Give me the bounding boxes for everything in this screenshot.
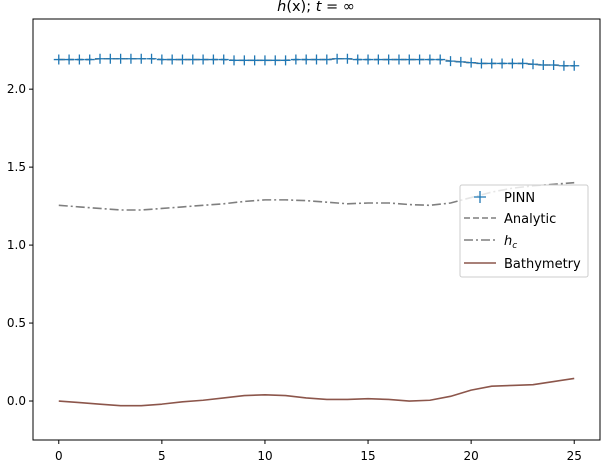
axes-layer: 0 5 10 15 20 25 0.0 0.5 1.0 1.5 2.0 (7, 18, 601, 463)
chart-title: h(x); t = ∞ (277, 0, 355, 15)
pinn-marker (414, 54, 425, 65)
pinn-marker (424, 54, 435, 65)
legend-label-hc-sub: c (512, 241, 517, 251)
pinn-marker (373, 54, 384, 65)
pinn-marker (74, 54, 85, 65)
legend-frame (459, 184, 589, 278)
pinn-marker (115, 53, 126, 64)
pinn-marker (558, 60, 569, 71)
pinn-marker (177, 54, 188, 65)
pinn-marker (497, 58, 508, 69)
x-tick-label: 5 (158, 449, 166, 463)
title-eq: = (321, 0, 342, 15)
pinn-marker (404, 54, 415, 65)
title-inf: ∞ (343, 0, 355, 15)
legend-item-hc: hc (464, 234, 517, 251)
pinn-marker (187, 54, 198, 65)
pinn-marker (538, 59, 549, 70)
pinn-marker (517, 58, 528, 69)
y-tick-label: 2.0 (7, 82, 26, 96)
title-x: (x) (286, 0, 306, 15)
pinn-marker (476, 58, 487, 69)
pinn-marker (527, 59, 538, 70)
x-tick-label: 20 (463, 449, 478, 463)
x-tick-label: 15 (360, 449, 375, 463)
pinn-marker (136, 53, 147, 64)
pinn-marker (301, 54, 312, 65)
pinn-marker (435, 54, 446, 65)
pinn-marker (105, 53, 116, 64)
legend-label-bathymetry: Bathymetry (504, 257, 581, 272)
pinn-marker (239, 55, 250, 66)
pinn-marker (332, 53, 343, 64)
pinn-marker (445, 56, 456, 67)
pinn-marker (352, 54, 363, 65)
title-t: t (316, 0, 323, 15)
pinn-marker (363, 54, 374, 65)
legend-item-bathymetry: Bathymetry (464, 257, 581, 272)
legend-label-hc: hc (504, 234, 517, 251)
pinn-marker (84, 54, 95, 65)
pinn-marker (198, 54, 209, 65)
pinn-marker (229, 55, 240, 66)
legend-label-pinn: PINN (504, 191, 535, 206)
title-sep: ; (306, 0, 316, 15)
y-tick-label: 0.0 (7, 394, 26, 408)
pinn-marker (548, 59, 559, 70)
x-tick-label: 25 (567, 449, 582, 463)
pinn-marker (259, 55, 270, 66)
legend-marker-pinn (474, 191, 486, 203)
legend: PINN Analytic hc Bathymetry (459, 184, 589, 278)
pinn-marker (167, 54, 178, 65)
pinn-marker (125, 53, 136, 64)
pinn-marker (455, 56, 466, 67)
legend-label-analytic: Analytic (504, 212, 556, 227)
x-tick-label: 10 (257, 449, 272, 463)
pinn-marker (249, 55, 260, 66)
x-tick-label: 0 (55, 449, 63, 463)
pinn-marker (342, 53, 353, 64)
pinn-marker (64, 54, 75, 65)
y-tick-label: 1.5 (7, 160, 26, 174)
pinn-marker (208, 54, 219, 65)
legend-item-analytic: Analytic (464, 212, 556, 227)
pinn-marker (53, 54, 64, 65)
pinn-marker (218, 54, 229, 65)
pinn-marker (270, 55, 281, 66)
y-tick-label: 0.5 (7, 316, 26, 330)
pinn-marker (290, 54, 301, 65)
pinn-marker (466, 57, 477, 68)
pinn-marker (311, 54, 322, 65)
pinn-marker (393, 54, 404, 65)
axes-frame (32, 18, 601, 441)
title-h: h (277, 0, 286, 15)
bathymetry-line (58, 377, 575, 407)
pinn-marker (146, 53, 157, 64)
pinn-marker (383, 54, 394, 65)
y-tick-label: 1.0 (7, 238, 26, 252)
pinn-marker (507, 58, 518, 69)
legend-item-pinn: PINN (474, 191, 535, 206)
pinn-marker (280, 55, 291, 66)
legend-label-hc-base: h (504, 234, 512, 249)
pinn-marker (321, 54, 332, 65)
pinn-marker (156, 54, 167, 65)
pinn-marker (569, 60, 580, 71)
pinn-marker (486, 58, 497, 69)
pinn-marker (95, 53, 106, 64)
